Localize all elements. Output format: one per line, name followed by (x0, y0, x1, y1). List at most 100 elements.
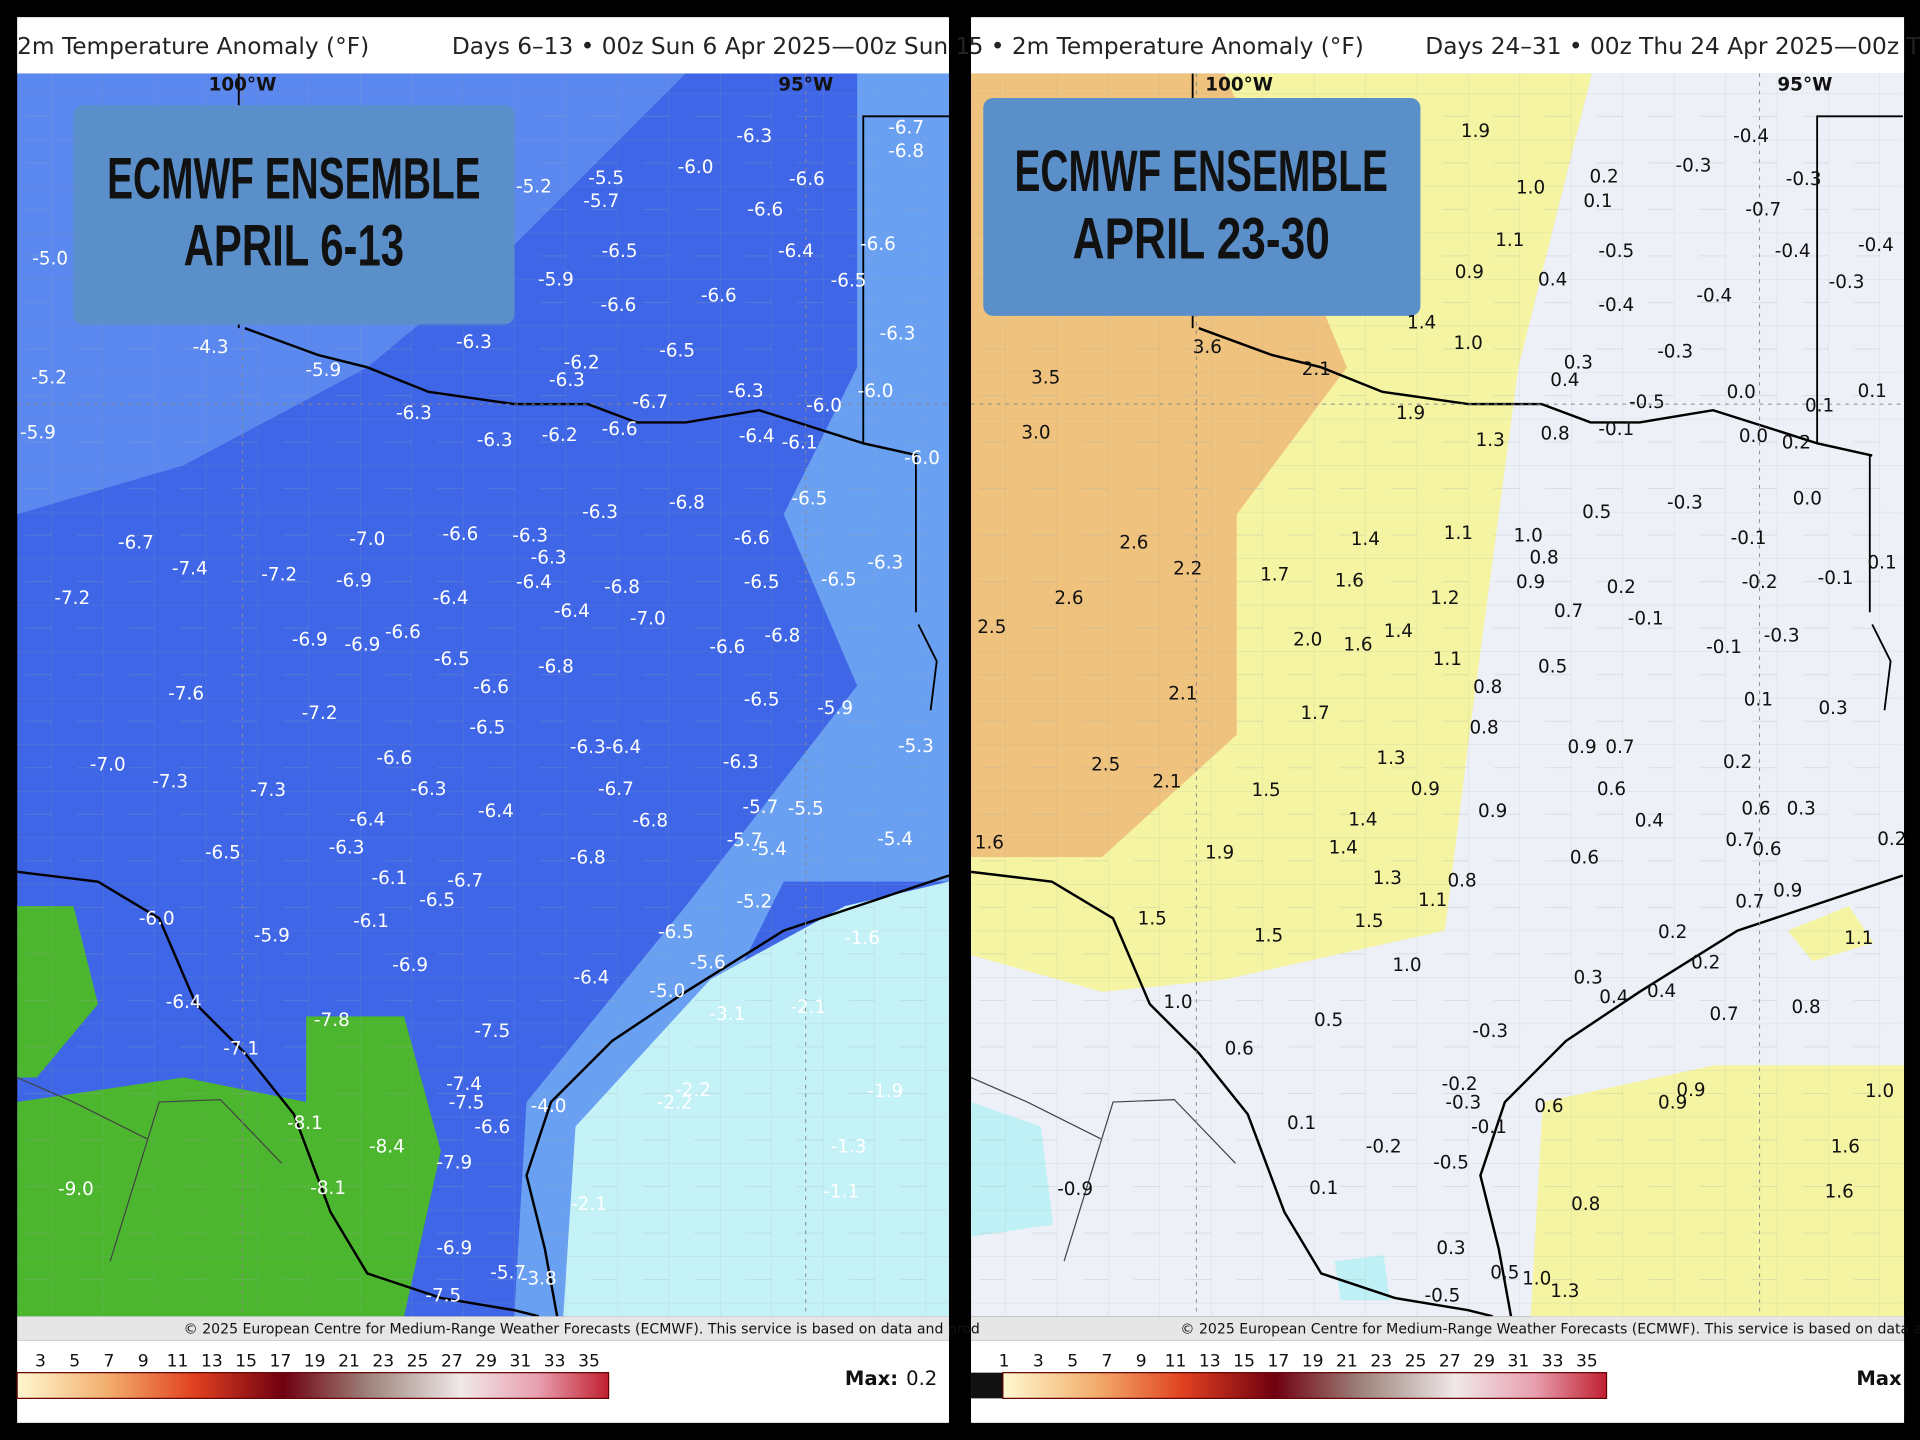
anomaly-label: 1.5 (1254, 926, 1283, 947)
anomaly-label: 0.9 (1658, 1092, 1687, 1113)
anomaly-label: -7.0 (349, 529, 385, 550)
anomaly-label: -0.1 (1731, 528, 1767, 549)
anomaly-label: -6.7 (447, 871, 483, 892)
anomaly-label: 0.6 (1741, 798, 1770, 819)
colorbar-tick: 21 (338, 1352, 360, 1372)
anomaly-label: -6.3 (867, 552, 903, 573)
anomaly-label: 1.6 (1335, 571, 1364, 592)
anomaly-label: 1.1 (1844, 928, 1873, 949)
anomaly-label: -0.4 (1598, 295, 1634, 316)
anomaly-label: -6.9 (436, 1238, 472, 1259)
anomaly-label: -7.3 (152, 771, 188, 792)
anomaly-label: -7.5 (474, 1021, 510, 1042)
anomaly-label: 2.1 (1302, 359, 1331, 380)
anomaly-label: -6.3 (549, 370, 585, 391)
anomaly-label: 1.4 (1348, 809, 1377, 830)
colorbar-tick: 9 (1136, 1352, 1147, 1372)
anomaly-label: -7.4 (446, 1074, 482, 1095)
anomaly-label: 1.9 (1205, 842, 1234, 863)
anomaly-label: -6.6 (473, 677, 509, 698)
overlay-line1: ECMWF ENSEMBLE (107, 146, 480, 211)
colorbar-tick: 35 (1576, 1352, 1598, 1372)
anomaly-label: -1.3 (831, 1136, 867, 1157)
header-bar (971, 17, 1905, 74)
anomaly-label: 0.4 (1538, 269, 1567, 290)
anomaly-label: -6.9 (336, 571, 372, 592)
anomaly-label: 1.4 (1329, 838, 1358, 859)
anomaly-label: -6.8 (888, 141, 924, 162)
anomaly-label: -6.3 (531, 547, 567, 568)
anomaly-label: 0.4 (1635, 811, 1664, 832)
anomaly-label: 0.5 (1314, 1010, 1343, 1031)
anomaly-label: -5.7 (742, 797, 778, 818)
anomaly-label: -7.6 (168, 683, 204, 704)
anomaly-label: -6.3 (736, 126, 772, 147)
anomaly-label: 0.1 (1744, 689, 1773, 710)
anomaly-label: -6.3 (456, 332, 492, 353)
anomaly-label: -7.0 (630, 609, 666, 630)
title-box (983, 97, 1421, 316)
anomaly-label: -2.1 (571, 1194, 607, 1215)
anomaly-label: -6.6 (442, 524, 478, 545)
anomaly-label: -0.7 (1745, 200, 1781, 221)
anomaly-label: -1.9 (867, 1081, 903, 1102)
anomaly-label: -0.5 (1629, 392, 1665, 413)
anomaly-label: -6.3 (728, 381, 764, 402)
anomaly-label: -0.2 (1742, 572, 1778, 593)
longitude-label: 100°W (1205, 75, 1273, 96)
anomaly-label: 0.4 (1647, 981, 1676, 1002)
anomaly-label: -0.4 (1858, 235, 1894, 256)
anomaly-label: 0.4 (1550, 370, 1579, 391)
anomaly-label: -6.6 (385, 622, 421, 643)
header-title: 5 • 2m Temperature Anomaly (°F) (969, 33, 1364, 60)
anomaly-label: 0.8 (1473, 677, 1502, 698)
colorbar (16, 1372, 610, 1399)
anomaly-label: -0.2 (1366, 1136, 1402, 1157)
anomaly-label: -0.3 (1657, 342, 1693, 363)
anomaly-label: 0.7 (1709, 1004, 1738, 1025)
anomaly-label: -5.6 (690, 953, 726, 974)
header-bar (17, 17, 949, 74)
anomaly-label: 0.4 (1599, 987, 1628, 1008)
colorbar-tick: 11 (1165, 1352, 1187, 1372)
anomaly-label: -6.5 (602, 241, 638, 262)
colorbar-tick: 9 (138, 1352, 149, 1372)
anomaly-label: -5.9 (305, 360, 341, 381)
anomaly-label: -5.9 (817, 698, 853, 719)
anomaly-label: 1.0 (1163, 992, 1192, 1013)
anomaly-label: 1.3 (1550, 1281, 1579, 1302)
anomaly-label: 1.4 (1384, 621, 1413, 642)
anomaly-label: -1.1 (823, 1182, 859, 1203)
colorbar-tick: 35 (578, 1352, 600, 1372)
anomaly-label: -6.6 (701, 285, 737, 306)
anomaly-label: -6.3 (411, 779, 447, 800)
anomaly-label: -6.3 (477, 430, 513, 451)
anomaly-label: -6.6 (602, 419, 638, 440)
anomaly-label: -0.4 (1733, 126, 1769, 147)
anomaly-label: 1.6 (1831, 1136, 1860, 1157)
anomaly-label: 1.6 (1825, 1182, 1854, 1203)
anomaly-label: 0.2 (1658, 922, 1687, 943)
anomaly-label: -6.5 (744, 689, 780, 710)
anomaly-label: -7.2 (54, 588, 90, 609)
colorbar-tick: 21 (1336, 1352, 1358, 1372)
colorbar-tick: 19 (1302, 1352, 1324, 1372)
anomaly-label: 2.1 (1152, 771, 1181, 792)
anomaly-label: 1.4 (1407, 312, 1436, 333)
anomaly-label: -6.1 (371, 868, 407, 889)
anomaly-label: 0.1 (1583, 191, 1612, 212)
anomaly-label: 1.1 (1495, 230, 1524, 251)
anomaly-label: 1.1 (1418, 890, 1447, 911)
anomaly-label: -5.9 (254, 926, 290, 947)
colorbar-tick: 23 (1370, 1352, 1392, 1372)
anomaly-label: 1.1 (1444, 523, 1473, 544)
anomaly-label: 0.1 (1287, 1113, 1316, 1134)
anomaly-label: -6.0 (139, 909, 175, 930)
anomaly-label: 0.6 (1534, 1096, 1563, 1117)
anomaly-label: 0.2 (1691, 953, 1720, 974)
longitude-label: 95°W (1777, 75, 1832, 96)
anomaly-label: 1.9 (1461, 121, 1490, 142)
anomaly-label: -5.9 (20, 422, 56, 443)
colorbar-tick: 11 (167, 1352, 189, 1372)
anomaly-label: -4.3 (193, 337, 229, 358)
